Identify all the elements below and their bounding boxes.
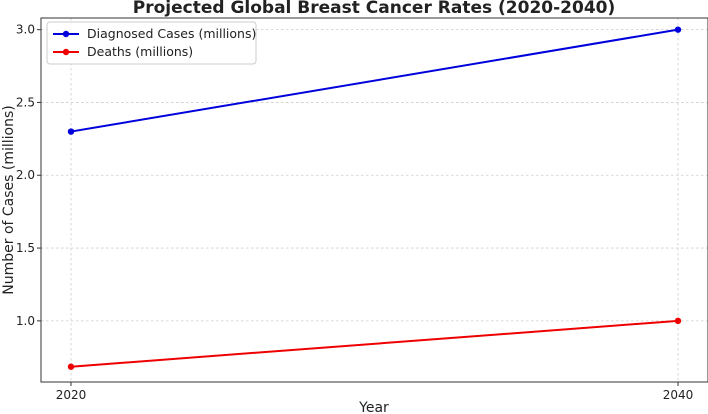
- chart-title: Projected Global Breast Cancer Rates (20…: [133, 0, 616, 18]
- grid: [41, 18, 708, 382]
- y-axis-label: Number of Cases (millions): [1, 105, 17, 295]
- series-line-0: [70, 28, 679, 133]
- data-point: [674, 26, 682, 33]
- data-point: [67, 363, 75, 370]
- x-axis-ticks: 2020 2040: [56, 382, 694, 402]
- y-axis-ticks: 1.0 1.5 2.0 2.5 3.0: [16, 23, 41, 328]
- series: [67, 26, 682, 370]
- legend-box: [46, 21, 257, 65]
- x-axis-label: Year: [358, 400, 389, 414]
- y-tick-label: 1.0: [16, 314, 35, 328]
- data-point: [674, 317, 682, 325]
- y-tick-label: 1.5: [16, 241, 35, 255]
- series-line-1: [70, 319, 679, 368]
- legend-label-deaths: Deaths (millions): [87, 44, 193, 59]
- legend-label-diagnosed: Diagnosed Cases (millions): [87, 26, 256, 41]
- x-tick-label: 2040: [663, 388, 694, 402]
- legend-marker-deaths: [62, 48, 70, 56]
- data-point: [67, 128, 75, 135]
- x-tick-label: 2020: [56, 388, 87, 402]
- legend: Diagnosed Cases (millions) Deaths (milli…: [46, 21, 257, 65]
- y-tick-label: 2.0: [16, 168, 35, 182]
- y-tick-label: 2.5: [16, 95, 35, 109]
- plot-frame: [40, 17, 708, 383]
- y-tick-label: 3.0: [16, 23, 35, 37]
- legend-marker-diagnosed: [62, 30, 70, 38]
